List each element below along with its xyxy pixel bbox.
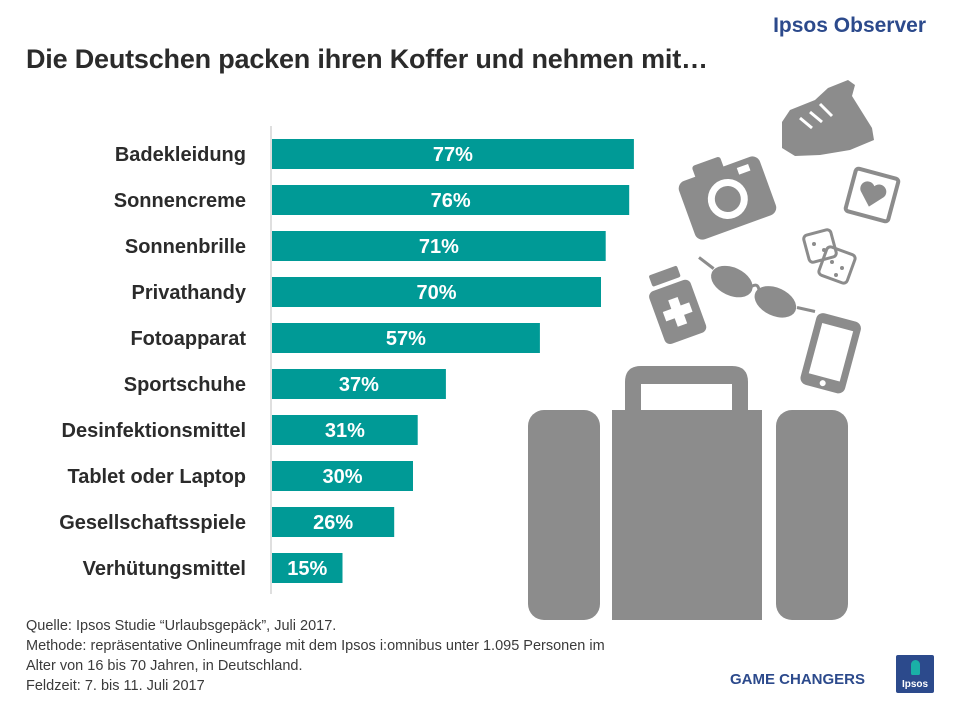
bar xyxy=(272,139,634,169)
category-label: Badekleidung xyxy=(115,144,246,166)
category-label: Sportschuhe xyxy=(124,374,246,396)
bar-value-label: 76% xyxy=(431,190,471,212)
bar-value-label: 77% xyxy=(433,144,473,166)
heart-card-icon xyxy=(843,166,901,224)
category-label: Sonnencreme xyxy=(114,190,246,212)
medicine-bottle-icon xyxy=(649,265,707,345)
sunglasses-icon xyxy=(698,256,816,318)
bar xyxy=(272,553,343,583)
bar-value-label: 71% xyxy=(419,236,459,258)
category-label: Sonnenbrille xyxy=(125,236,246,258)
ipsos-logo-mark xyxy=(911,660,920,675)
chart-title: Die Deutschen packen ihren Koffer und ne… xyxy=(26,44,708,74)
category-label: Privathandy xyxy=(132,282,247,304)
category-label: Fotoapparat xyxy=(130,328,246,350)
ipsos-logo: Ipsos xyxy=(896,655,934,693)
smartphone-icon xyxy=(800,313,861,394)
footnote: Quelle: Ipsos Studie “Urlaubsgepäck”, Ju… xyxy=(26,616,605,696)
bar xyxy=(272,231,606,261)
bar-value-label: 37% xyxy=(339,374,379,396)
bar xyxy=(272,277,601,307)
ipsos-observer-brand: Ipsos Observer xyxy=(773,14,926,37)
source-text: Quelle: Ipsos Studie “Urlaubsgepäck”, Ju… xyxy=(26,618,337,634)
bar-value-label: 57% xyxy=(386,328,426,350)
game-changers-tagline: GAME CHANGERS xyxy=(730,671,866,688)
travel-icons-illustration xyxy=(528,80,901,620)
category-label: Desinfektionsmittel xyxy=(62,420,246,442)
bar-value-label: 70% xyxy=(416,282,456,304)
bar-value-label: 30% xyxy=(322,466,362,488)
method-text-continued: Alter von 16 bis 70 Jahren, in Deutschla… xyxy=(26,658,303,674)
bar xyxy=(272,461,413,491)
category-label: Tablet oder Laptop xyxy=(67,466,246,488)
dice-icon xyxy=(802,228,857,285)
category-label: Verhütungsmittel xyxy=(83,558,246,580)
sneaker-icon xyxy=(782,80,874,156)
bar xyxy=(272,415,418,445)
bar xyxy=(272,323,540,353)
category-label: Gesellschaftsspiele xyxy=(59,512,246,534)
bar-value-label: 26% xyxy=(313,512,353,534)
suitcase-icon xyxy=(528,366,848,620)
bar xyxy=(272,185,630,215)
fieldwork-text: Feldzeit: 7. bis 11. Juli 2017 xyxy=(26,678,205,694)
method-text: Methode: repräsentative Onlineumfrage mi… xyxy=(26,638,605,654)
bar-value-label: 15% xyxy=(287,558,327,580)
ipsos-logo-text: Ipsos xyxy=(901,679,929,690)
bar xyxy=(272,507,395,537)
bar xyxy=(272,369,446,399)
camera-icon xyxy=(678,156,777,240)
bar-value-label: 31% xyxy=(325,420,365,442)
